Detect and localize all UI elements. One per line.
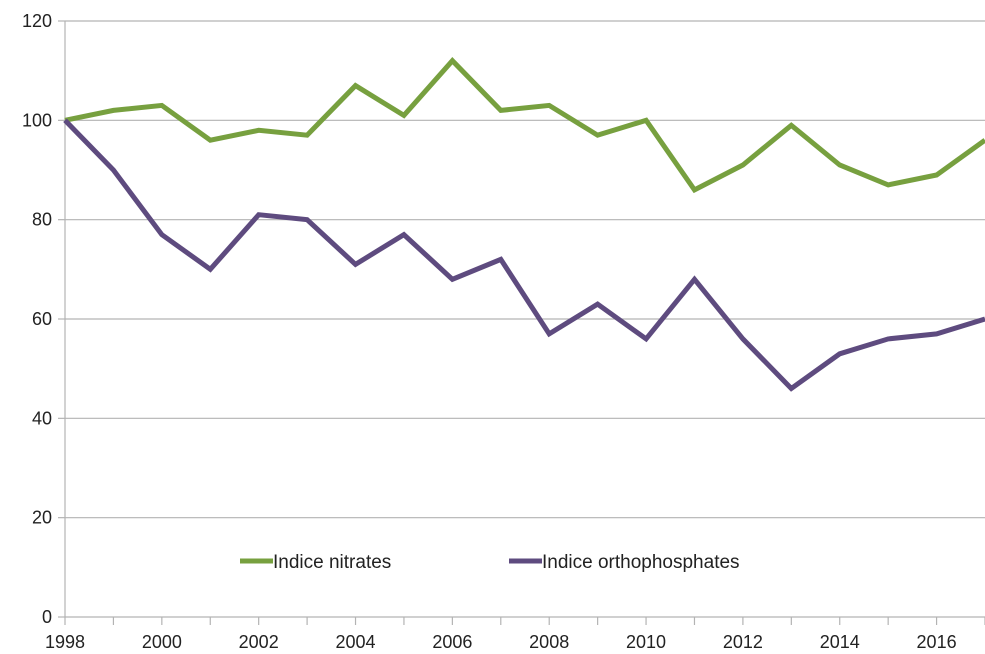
y-tick-label: 100 <box>22 110 52 130</box>
axes: 0 20 40 60 80 100 120 1998 2000 2002 2004 2006 2008 2… <box>22 11 985 652</box>
y-tick-label: 60 <box>32 309 52 329</box>
x-tick-label: 2014 <box>820 632 860 652</box>
series-lines <box>63 57 985 392</box>
gridlines <box>65 20 985 519</box>
x-tick-label: 2008 <box>529 632 569 652</box>
x-tick-label: 2006 <box>432 632 472 652</box>
y-tick-label: 40 <box>32 408 52 428</box>
y-tick-label: 80 <box>32 210 52 230</box>
legend-label: Indice orthophosphates <box>542 552 740 573</box>
y-tick-label: 20 <box>32 508 52 528</box>
x-tick-label: 2002 <box>239 632 279 652</box>
x-tick-label: 2016 <box>917 632 957 652</box>
series-line-nitrates <box>64 57 985 194</box>
x-tick-label: 2012 <box>723 632 763 652</box>
x-tick-label: 2000 <box>142 632 182 652</box>
legend: Indice nitrates Indice orthophosphates <box>240 552 740 573</box>
y-tick-label: 120 <box>22 11 52 31</box>
x-tick-label: 1998 <box>45 632 85 652</box>
legend-label: Indice nitrates <box>273 552 391 573</box>
x-tick-label: 2004 <box>336 632 376 652</box>
x-tick-label: 2010 <box>626 632 666 652</box>
series-line-orthophosphates <box>63 118 985 392</box>
y-tick-label: 0 <box>42 607 52 627</box>
